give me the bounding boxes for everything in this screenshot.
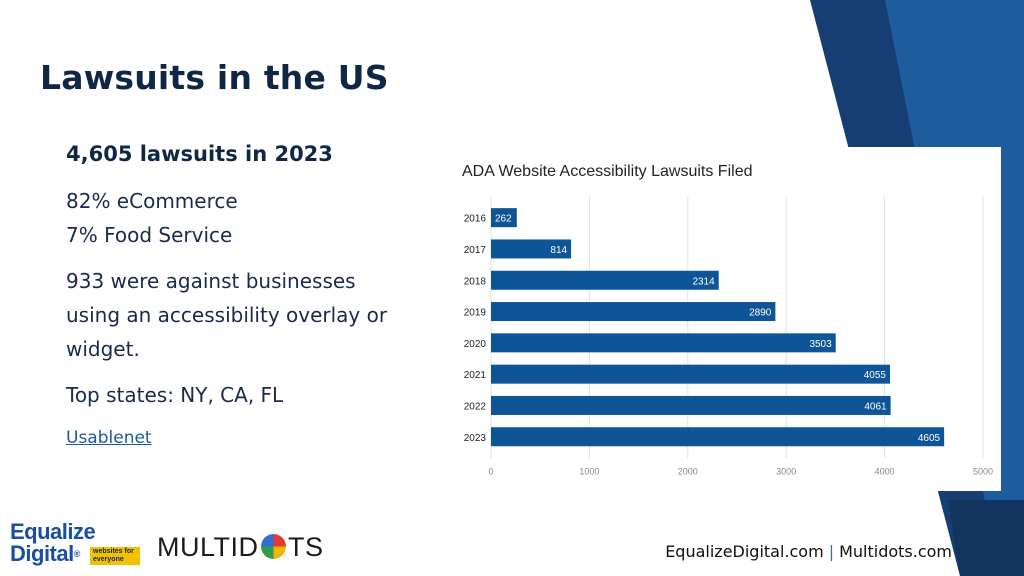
equalize-logo-tagline: websites for everyone [90, 547, 140, 565]
chart-title: ADA Website Accessibility Lawsuits Filed [462, 163, 753, 180]
bar-value-label: 3503 [809, 339, 832, 350]
y-category-label: 2022 [464, 401, 487, 412]
lawsuits-bar-chart: 0 1000 2000 3000 4000 5000 2016 262 2017 814 2018 2… [464, 196, 993, 476]
top-states: Top states: NY, CA, FL [66, 383, 284, 407]
y-category-label: 2019 [464, 308, 487, 319]
y-category-label: 2021 [464, 370, 487, 381]
footer-link-multidots[interactable]: Multidots.com [839, 542, 952, 561]
headline-stat: 4,605 lawsuits in 2023 [66, 142, 333, 166]
industry-line-food: 7% Food Service [66, 223, 233, 247]
slide-title: Lawsuits in the US [40, 58, 389, 97]
overlay-line-1: 933 were against businesses [66, 269, 356, 293]
bottom-accent-panel [948, 500, 1024, 576]
x-tick-label: 4000 [875, 466, 895, 476]
equalize-logo-registered: ® [73, 549, 81, 559]
bar [491, 302, 776, 322]
overlay-line-3: widget. [66, 337, 140, 361]
bar-value-label: 2314 [692, 276, 715, 287]
industry-line-ecommerce: 82% eCommerce [66, 189, 238, 213]
source-link-usablenet[interactable]: Usablenet [66, 428, 152, 448]
y-category-label: 2017 [464, 245, 487, 256]
bar [491, 208, 517, 228]
bar-value-label: 4055 [864, 370, 887, 381]
footer-links: EqualizeDigital.com | Multidots.com [665, 542, 952, 561]
equalize-digital-logo: Equalize Digital® websites for everyone [10, 521, 150, 567]
overlay-line-2: using an accessibility overlay or [66, 303, 388, 327]
bar-value-label: 4061 [864, 401, 887, 412]
x-tick-label: 3000 [776, 466, 796, 476]
equalize-logo-word-1: Equalize [10, 519, 96, 544]
bar [491, 333, 836, 353]
multidots-logo: MULTID TS [157, 532, 327, 562]
overlay-statement: 933 were against businesses using an acc… [66, 264, 446, 366]
multidots-globe-icon [261, 534, 286, 559]
bar [491, 395, 891, 415]
bar [491, 364, 891, 384]
bar-value-label: 814 [550, 245, 567, 256]
lawsuits-chart-card: ADA Website Accessibility Lawsuits Filed… [448, 147, 1001, 491]
bar [491, 270, 719, 290]
industry-breakdown: 82% eCommerce 7% Food Service [66, 184, 446, 252]
bar-value-label: 2890 [749, 308, 772, 319]
y-category-label: 2020 [464, 339, 487, 350]
equalize-logo-digital: Digital [10, 541, 74, 566]
x-tick-label: 5000 [973, 466, 993, 476]
y-category-label: 2016 [464, 214, 487, 225]
x-tick-label: 2000 [678, 466, 698, 476]
y-category-label: 2018 [464, 276, 487, 287]
bar [491, 239, 572, 259]
bar [491, 427, 945, 447]
footer-separator: | [828, 542, 835, 561]
multidots-logo-left: MULTID [157, 532, 259, 562]
equalize-logo-word-2: Digital® [10, 543, 80, 565]
x-tick-label: 0 [488, 466, 493, 476]
multidots-logo-right: TS [288, 532, 324, 562]
footer-link-equalize[interactable]: EqualizeDigital.com [665, 542, 824, 561]
bar-value-label: 262 [495, 214, 512, 225]
bar-value-label: 4605 [918, 433, 941, 444]
y-category-label: 2023 [464, 433, 487, 444]
x-tick-label: 1000 [579, 466, 599, 476]
slide-content: 4,605 lawsuits in 2023 82% eCommerce 7% … [66, 142, 446, 448]
